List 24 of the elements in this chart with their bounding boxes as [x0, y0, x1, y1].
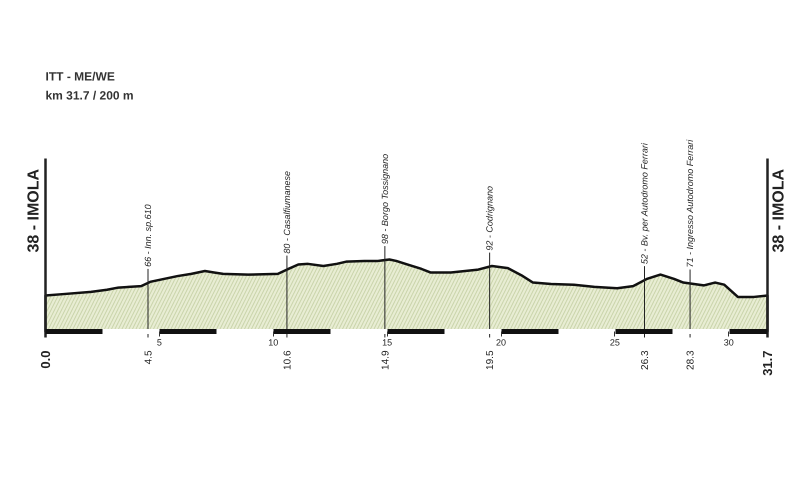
annotation: 28.3: [686, 350, 697, 370]
chart-title: ITT - ME/WE: [46, 70, 115, 84]
annotation: 0.0: [38, 350, 53, 369]
annotation: 4.5: [143, 350, 154, 364]
x-tick-label: 25: [610, 338, 620, 348]
ref-line-label: 98 - Borgo Tossignano: [380, 154, 390, 244]
x-tick-label: 5: [156, 338, 162, 348]
ref-line-label: 80 - Casalfiumanese: [282, 171, 292, 254]
ref-line-label: 52 - Bv. per Autodromo Ferrari: [640, 142, 650, 264]
ref-line-label: 38 - IMOLA: [26, 168, 42, 252]
ref-line-label: 38 - IMOLA: [770, 168, 788, 252]
x-tick-label: 15: [382, 338, 392, 348]
ref-line-label: 71 - Ingresso Autodromo Ferrari: [685, 138, 696, 268]
chart-subtitle: km 31.7 / 200 m: [46, 88, 134, 102]
ref-line-label: 66 - Inn. sp.610: [142, 204, 153, 267]
annotation: 14.9: [380, 350, 392, 370]
annotation: 26.3: [640, 350, 652, 370]
x-tick-label: 20: [496, 338, 506, 348]
x-tick-label: 30: [724, 338, 734, 348]
ref-line-label: 92 - Codrignano: [484, 186, 495, 251]
annotation: 19.5: [485, 350, 496, 370]
annotation: 31.7: [760, 350, 775, 376]
annotation: 10.6: [282, 350, 294, 370]
x-tick-label: 10: [268, 338, 278, 348]
